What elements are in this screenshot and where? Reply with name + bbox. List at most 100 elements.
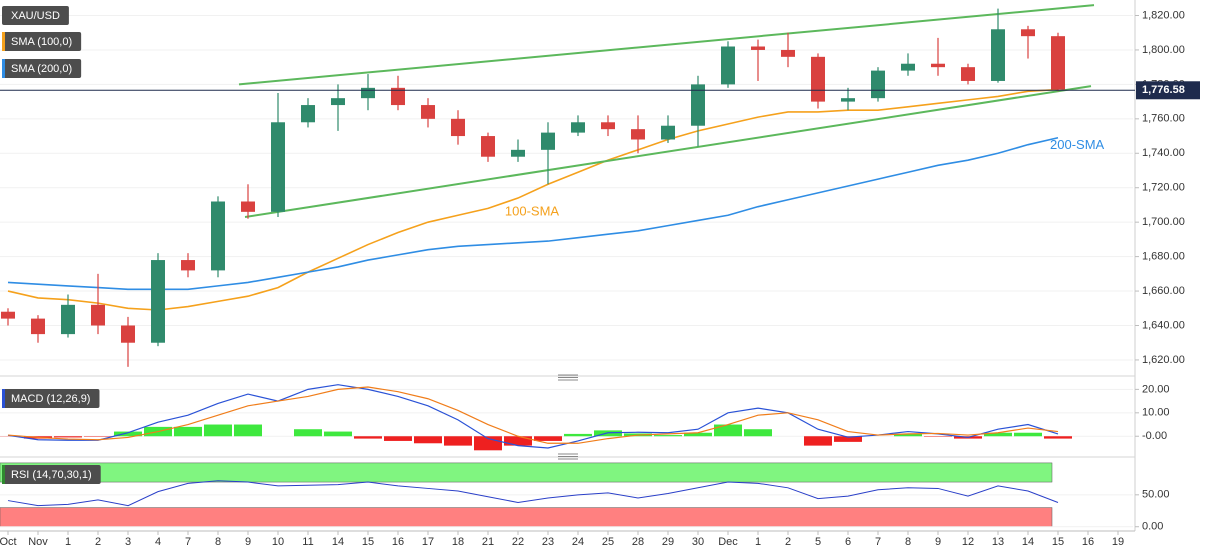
legend-label: SMA (100,0) [11, 36, 72, 48]
histogram-bar [1014, 433, 1042, 437]
y-tick-label: 1,760.00 [1142, 113, 1185, 125]
candle-body [601, 122, 615, 129]
candle-body [121, 326, 135, 343]
y-tick-label: 10.00 [1142, 407, 1170, 419]
candle-body [1051, 36, 1065, 89]
legend-entry: SMA (200,0) [2, 59, 81, 78]
x-tick-label: 25 [602, 536, 614, 548]
legend-label: MACD (12,26,9) [11, 393, 90, 405]
y-tick-label: 1,720.00 [1142, 182, 1185, 194]
histogram-bar [294, 429, 322, 436]
x-tick-label: 6 [845, 536, 851, 548]
candle-body [991, 29, 1005, 81]
candle-body [61, 305, 75, 334]
candle-body [811, 57, 825, 102]
histogram-bar [654, 435, 682, 436]
legend-entry: RSI (14,70,30,1) [2, 465, 101, 484]
candle-body [721, 47, 735, 85]
x-tick-label: 2 [95, 536, 101, 548]
x-tick-label: Dec [718, 536, 738, 548]
legend-accent [2, 465, 5, 484]
y-tick-label: 1,820.00 [1142, 9, 1185, 21]
y-tick-label: 1,740.00 [1142, 147, 1185, 159]
x-tick-label: 30 [692, 536, 704, 548]
y-tick-label: 1,700.00 [1142, 216, 1185, 228]
x-tick-label: 4 [155, 536, 161, 548]
y-tick-label: 50.00 [1142, 489, 1170, 501]
y-tick-label: 1,660.00 [1142, 285, 1185, 297]
last-price-label: 1,776.58 [1142, 84, 1185, 96]
candle-body [841, 98, 855, 101]
histogram-bar [204, 425, 232, 437]
series-annotation: 100-SMA [505, 203, 560, 218]
x-tick-label: 17 [422, 536, 434, 548]
x-tick-label: 7 [875, 536, 881, 548]
legend-entry: XAU/USD [2, 6, 69, 25]
legend-accent [2, 389, 5, 408]
candle-body [541, 133, 555, 150]
histogram-bar [534, 436, 562, 441]
candle-body [931, 64, 945, 67]
histogram-bar [504, 436, 532, 445]
y-tick-label: 0.00 [1142, 521, 1163, 533]
x-tick-label: Nov [28, 536, 48, 548]
x-tick-label: 14 [1022, 536, 1034, 548]
x-tick-label: 24 [572, 536, 584, 548]
x-tick-label: 5 [815, 536, 821, 548]
x-tick-label: 22 [512, 536, 524, 548]
candle-body [961, 67, 975, 81]
candle-body [1, 312, 15, 319]
x-tick-label: 23 [542, 536, 554, 548]
legend-label: SMA (200,0) [11, 63, 72, 75]
histogram-bar [444, 436, 472, 445]
candle-body [421, 105, 435, 119]
candle-body [301, 105, 315, 122]
histogram-bar [1044, 436, 1072, 438]
candle-body [481, 136, 495, 157]
x-tick-label: 13 [992, 536, 1004, 548]
candle-body [751, 47, 765, 50]
candle-body [361, 88, 375, 98]
candle-body [511, 150, 525, 157]
histogram-bar [744, 429, 772, 436]
y-tick-label: 1,620.00 [1142, 354, 1185, 366]
histogram-bar [354, 436, 382, 438]
x-tick-label: 1 [755, 536, 761, 548]
rsi-band [0, 508, 1052, 527]
y-tick-label: 20.00 [1142, 383, 1170, 395]
candle-body [1021, 29, 1035, 36]
histogram-bar [804, 436, 832, 445]
x-tick-label: 3 [125, 536, 131, 548]
candle-body [331, 98, 345, 105]
x-tick-label: 19 [1112, 536, 1124, 548]
histogram-bar [174, 427, 202, 436]
y-tick-label: -0.00 [1142, 430, 1167, 442]
y-tick-label: 1,640.00 [1142, 319, 1185, 331]
candle-body [451, 119, 465, 136]
legend-entry: MACD (12,26,9) [2, 389, 99, 408]
y-tick-label: 1,680.00 [1142, 251, 1185, 263]
x-tick-label: 8 [215, 536, 221, 548]
x-tick-label: 9 [935, 536, 941, 548]
histogram-bar [54, 436, 82, 437]
candle-body [151, 260, 165, 343]
x-tick-label: 1 [65, 536, 71, 548]
candle-body [181, 260, 195, 270]
y-tick-label: 1,800.00 [1142, 44, 1185, 56]
x-tick-label: Oct [0, 536, 17, 548]
x-tick-label: 16 [392, 536, 404, 548]
x-tick-label: 18 [452, 536, 464, 548]
candle-body [631, 129, 645, 139]
legend-accent [2, 32, 5, 51]
x-tick-label: 21 [482, 536, 494, 548]
x-tick-label: 7 [185, 536, 191, 548]
candle-body [211, 202, 225, 271]
candle-body [661, 126, 675, 140]
legend-accent [2, 59, 5, 78]
candle-body [871, 71, 885, 99]
candle-body [241, 202, 255, 212]
x-tick-label: 15 [1052, 536, 1064, 548]
histogram-bar [414, 436, 442, 443]
x-tick-label: 12 [962, 536, 974, 548]
